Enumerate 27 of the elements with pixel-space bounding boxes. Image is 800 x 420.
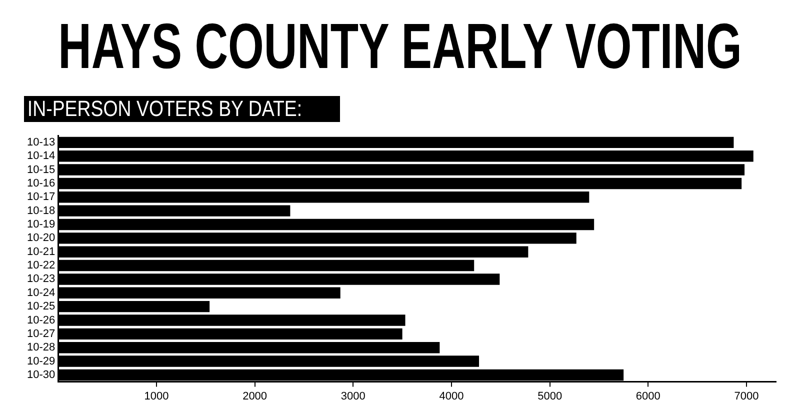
y-tick-label: 10-20 xyxy=(26,232,56,244)
x-tick-label: 1000 xyxy=(144,390,169,402)
y-tick-label: 10-19 xyxy=(26,218,56,231)
y-tick-label: 10-23 xyxy=(26,273,56,286)
x-tick-label: 3000 xyxy=(340,390,366,402)
y-tick-label: 10-26 xyxy=(26,314,56,326)
y-tick-label: 10-29 xyxy=(26,355,56,368)
y-tick-label: 10-16 xyxy=(26,178,56,190)
y-tick-label: 10-24 xyxy=(26,286,56,299)
x-tick-label: 4000 xyxy=(439,390,464,402)
y-tick-label: 10-14 xyxy=(26,150,56,162)
y-tick-label: 10-28 xyxy=(26,342,56,354)
y-tick-label: 10-21 xyxy=(26,246,56,258)
chart-title: HAYS COUNTY EARLY VOTING xyxy=(58,9,742,84)
y-tick-label: 10-30 xyxy=(26,368,56,381)
x-tick-label: 7000 xyxy=(734,390,759,402)
y-tick-label: 10-22 xyxy=(26,260,56,272)
y-tick-label: 10-18 xyxy=(26,204,56,217)
y-tick-label: 10-25 xyxy=(26,300,56,313)
y-tick-label: 10-17 xyxy=(26,191,56,204)
chart-subtitle: IN-PERSON VOTERS BY DATE: xyxy=(26,96,302,122)
x-tick-label: 2000 xyxy=(242,390,268,402)
y-tick-label: 10-27 xyxy=(26,328,56,340)
y-tick-label: 10-13 xyxy=(26,136,56,148)
y-tick-label: 10-15 xyxy=(26,164,56,176)
x-tick-label: 5000 xyxy=(538,390,562,402)
x-tick-label: 6000 xyxy=(636,390,660,402)
